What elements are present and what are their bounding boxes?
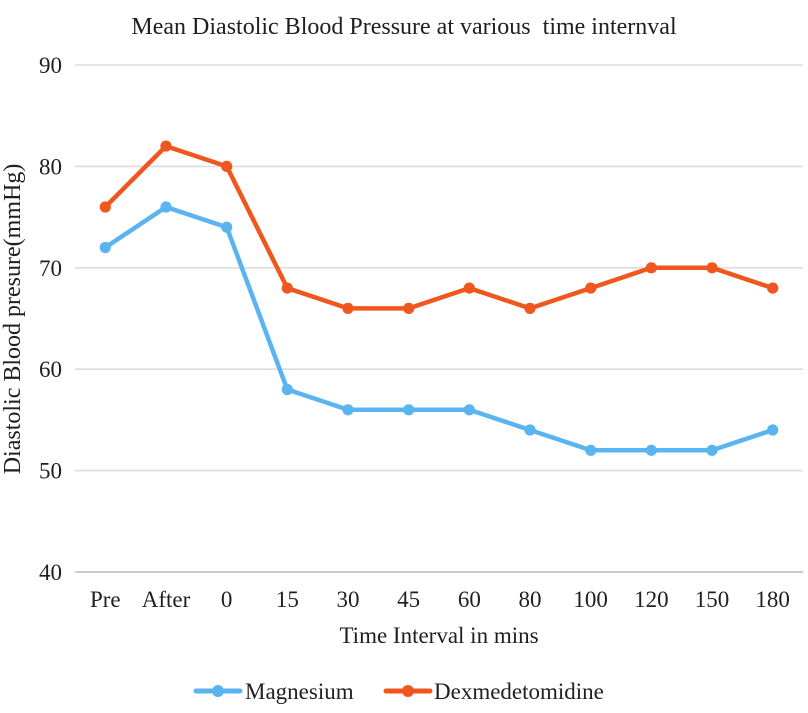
- legend-item-magnesium: Magnesium: [193, 679, 354, 704]
- x-axis-tick-labels: Pre After 0 15 30 45 60 80 100 120 150 180: [90, 587, 790, 612]
- x-axis-title: Time Interval in mins: [339, 623, 538, 648]
- data-point-dexmedetomidine-180: [767, 282, 779, 294]
- x-tick-label-180: 180: [755, 587, 790, 612]
- data-point-magnesium-150: [706, 444, 718, 456]
- data-point-dexmedetomidine-Pre: [99, 201, 111, 213]
- data-point-magnesium-60: [463, 404, 475, 416]
- data-point-magnesium-45: [403, 404, 415, 416]
- x-tick-label-0: 0: [221, 587, 233, 612]
- y-tick-label-50: 50: [39, 459, 62, 484]
- data-point-magnesium-100: [585, 444, 597, 456]
- legend-marker-dexmedetomidine: [402, 685, 414, 697]
- x-tick-label-120: 120: [634, 587, 669, 612]
- chart-title: Mean Diastolic Blood Pressure at various…: [131, 14, 677, 40]
- x-tick-label-45: 45: [397, 587, 420, 612]
- series-line-magnesium: [103, 204, 775, 453]
- y-axis-tick-labels: 40 50 60 70 80 90: [39, 53, 62, 585]
- x-tick-label-100: 100: [573, 587, 608, 612]
- y-tick-label-90: 90: [39, 53, 62, 78]
- x-tick-label-30: 30: [337, 587, 360, 612]
- x-tick-label-80: 80: [519, 587, 542, 612]
- y-tick-label-80: 80: [39, 154, 62, 179]
- data-point-dexmedetomidine-80: [524, 302, 536, 314]
- legend: Magnesium Dexmedetomidine: [193, 679, 604, 704]
- x-tick-label-60: 60: [458, 587, 481, 612]
- series-line-dexmedetomidine: [103, 143, 775, 311]
- data-point-dexmedetomidine-0: [221, 160, 233, 172]
- data-point-dexmedetomidine-45: [403, 302, 415, 314]
- data-point-dexmedetomidine-150: [706, 262, 718, 274]
- data-point-dexmedetomidine-120: [645, 262, 657, 274]
- x-tick-label-After: After: [142, 587, 191, 612]
- legend-item-dexmedetomidine: Dexmedetomidine: [383, 679, 604, 704]
- data-point-magnesium-30: [342, 404, 354, 416]
- y-axis-title: Diastolic Blood presure(mmHg): [0, 164, 26, 475]
- data-point-magnesium-After: [160, 201, 172, 213]
- x-tick-label-Pre: Pre: [90, 587, 121, 612]
- y-tick-label-70: 70: [39, 256, 62, 281]
- legend-label-magnesium: Magnesium: [245, 679, 354, 704]
- data-point-dexmedetomidine-60: [463, 282, 475, 294]
- data-point-magnesium-180: [767, 424, 779, 436]
- data-point-magnesium-80: [524, 424, 536, 436]
- y-tick-label-40: 40: [39, 560, 62, 585]
- data-point-dexmedetomidine-30: [342, 302, 354, 314]
- data-point-dexmedetomidine-After: [160, 140, 172, 152]
- x-tick-label-150: 150: [695, 587, 730, 612]
- x-tick-label-15: 15: [276, 587, 299, 612]
- data-point-magnesium-0: [221, 221, 233, 233]
- legend-label-dexmedetomidine: Dexmedetomidine: [434, 679, 604, 704]
- data-point-dexmedetomidine-100: [585, 282, 597, 294]
- legend-marker-magnesium: [212, 685, 224, 697]
- data-point-magnesium-Pre: [99, 241, 111, 254]
- series-lines: [99, 140, 779, 456]
- data-point-dexmedetomidine-15: [281, 282, 293, 294]
- data-point-magnesium-120: [645, 444, 657, 456]
- gridlines: [75, 64, 803, 573]
- y-tick-label-60: 60: [39, 357, 62, 382]
- data-point-magnesium-15: [281, 383, 293, 396]
